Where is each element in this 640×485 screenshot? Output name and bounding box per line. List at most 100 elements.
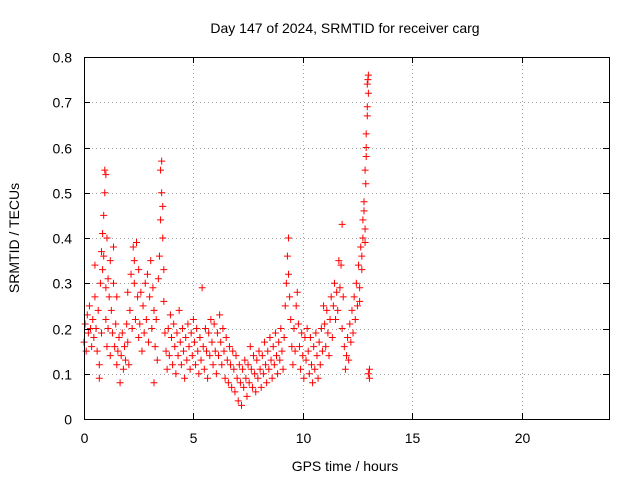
y-tick-label: 0.6 [53, 141, 73, 157]
data-point [321, 320, 329, 328]
data-point [310, 343, 318, 351]
data-point [198, 284, 206, 292]
data-point [141, 279, 149, 287]
data-point [150, 379, 158, 387]
y-tick-label: 0.2 [53, 322, 73, 338]
data-point [293, 288, 301, 296]
data-point [92, 325, 100, 332]
data-point [172, 370, 180, 378]
data-point [133, 239, 140, 247]
data-point [298, 329, 306, 337]
data-point [353, 302, 361, 310]
data-point [111, 343, 119, 351]
data-point [362, 130, 370, 138]
data-point [175, 306, 183, 314]
data-point [155, 252, 163, 260]
data-point [129, 243, 137, 251]
data-point [116, 379, 124, 387]
data-point [363, 112, 371, 120]
data-point [170, 320, 178, 328]
data-point [267, 356, 275, 364]
data-point [247, 365, 255, 373]
data-points [80, 71, 373, 409]
data-point [244, 361, 252, 369]
data-point [102, 284, 110, 292]
data-point [325, 352, 333, 360]
data-point [94, 306, 102, 314]
data-point [159, 202, 167, 210]
data-point [317, 325, 325, 332]
data-point [349, 329, 357, 337]
data-point [220, 347, 228, 355]
data-point [124, 338, 132, 346]
data-point [323, 306, 331, 314]
data-point [126, 306, 134, 314]
x-tick-label: 0 [81, 430, 89, 446]
data-point [336, 284, 344, 292]
data-point [147, 257, 155, 265]
data-point [278, 347, 286, 355]
y-tick-label: 0.4 [53, 231, 73, 247]
data-point [328, 334, 336, 342]
data-point [291, 347, 299, 355]
data-point [280, 334, 288, 342]
data-point [329, 302, 337, 310]
data-point [364, 76, 372, 84]
data-point [306, 334, 314, 342]
grid-layer [84, 57, 609, 419]
data-point [201, 325, 209, 332]
data-point [355, 261, 363, 269]
data-point [136, 320, 144, 328]
data-point [104, 325, 112, 332]
data-point [313, 352, 321, 360]
data-point [219, 325, 227, 332]
data-point [99, 229, 107, 237]
data-point [275, 338, 283, 346]
data-point [358, 266, 366, 274]
data-point [162, 347, 170, 355]
data-point [153, 356, 161, 364]
data-point [274, 370, 282, 378]
data-point [233, 374, 241, 382]
data-point [130, 279, 138, 287]
data-point [243, 392, 251, 400]
data-point [318, 347, 326, 355]
data-point [164, 325, 172, 332]
data-point [149, 284, 157, 292]
data-point [303, 325, 311, 332]
data-point [211, 347, 219, 355]
data-point [286, 293, 294, 301]
data-point [357, 243, 365, 251]
data-point [189, 315, 197, 323]
data-point [358, 252, 366, 260]
data-point [256, 365, 264, 373]
data-point [158, 157, 166, 165]
data-point [363, 80, 371, 88]
data-point [123, 320, 131, 328]
data-point [269, 343, 277, 351]
data-point [200, 365, 208, 373]
data-point [322, 343, 330, 351]
data-point [236, 379, 244, 387]
data-point [361, 166, 369, 174]
data-point [311, 365, 319, 373]
data-point [208, 338, 216, 346]
data-point [309, 379, 317, 387]
chart-title: Day 147 of 2024, SRMTID for receiver car… [210, 20, 479, 36]
data-point [332, 315, 340, 323]
y-tick-label: 0 [64, 412, 72, 428]
data-point [98, 248, 105, 256]
data-point [187, 329, 195, 337]
data-point [341, 365, 349, 373]
data-point [106, 352, 114, 360]
data-point [248, 383, 256, 391]
data-point [292, 302, 300, 310]
data-point [295, 343, 303, 351]
data-point [81, 320, 89, 328]
data-point [361, 239, 369, 247]
data-point [258, 352, 266, 360]
data-point [206, 352, 214, 360]
data-point [273, 352, 280, 360]
data-point [324, 329, 332, 337]
